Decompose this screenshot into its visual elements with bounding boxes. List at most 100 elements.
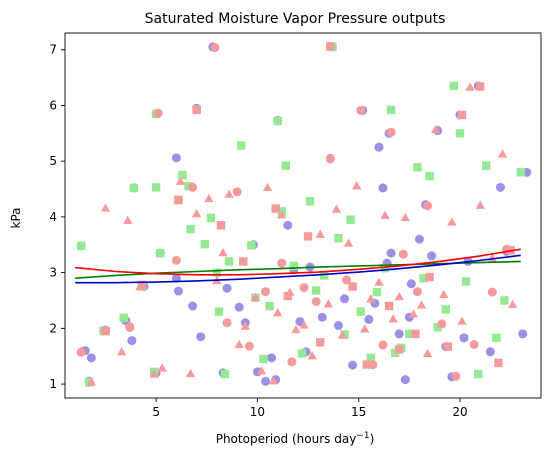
data-point: [234, 339, 244, 349]
axes: 5 10 15 20 1 2 3 4 5 6 7: [49, 43, 467, 419]
data-point: [437, 319, 447, 329]
data-point: [516, 168, 525, 177]
data-point: [117, 347, 127, 356]
y-tick-label: 7: [49, 43, 57, 57]
plot-frame: [64, 32, 542, 399]
data-point: [224, 189, 234, 198]
data-point: [247, 241, 256, 250]
data-point: [342, 275, 352, 285]
data-point: [192, 105, 201, 115]
data-point: [232, 187, 242, 197]
data-point: [518, 329, 528, 339]
data-point: [394, 291, 404, 301]
data-point: [214, 307, 224, 316]
data-point: [423, 201, 433, 211]
data-point: [331, 204, 342, 213]
data-point: [316, 338, 325, 347]
x-axis-label-superscript: −1: [356, 431, 369, 441]
chart-title: Saturated Moisture Vapor Pressure output…: [145, 11, 446, 27]
data-point: [153, 108, 163, 118]
data-point: [412, 287, 422, 297]
data-point: [356, 307, 365, 316]
data-point: [305, 197, 315, 206]
data-point: [220, 369, 230, 379]
y-tick-label: 3: [49, 266, 57, 280]
x-axis-label: Photoperiod (hours day−1): [216, 431, 375, 446]
data-point: [185, 368, 196, 378]
data-point: [441, 305, 450, 314]
data-point: [425, 272, 434, 282]
data-point: [291, 324, 301, 334]
data-point: [366, 353, 376, 363]
data-point: [224, 257, 234, 266]
data-point: [323, 299, 333, 308]
data-point: [129, 183, 139, 193]
data-point: [283, 220, 293, 230]
data-point: [256, 366, 267, 375]
data-point: [364, 314, 374, 324]
data-point: [174, 195, 183, 205]
data-point: [259, 354, 268, 364]
data-point: [360, 324, 370, 333]
data-point: [334, 233, 343, 243]
trend-line-1: [75, 254, 521, 284]
data-point: [362, 360, 372, 369]
data-point: [419, 273, 428, 283]
data-point: [400, 212, 410, 222]
data-point: [273, 116, 282, 126]
data-point: [348, 282, 357, 291]
data-point: [137, 280, 147, 290]
data-point: [283, 291, 293, 301]
data-point: [447, 217, 457, 226]
data-point: [388, 314, 398, 323]
data-point: [156, 248, 165, 258]
data-point: [482, 161, 491, 170]
y-tick-label: 4: [49, 210, 57, 224]
plot-area: [75, 42, 532, 387]
data-point: [476, 82, 485, 91]
data-point: [422, 348, 433, 358]
data-point: [77, 241, 86, 251]
data-point: [125, 322, 135, 332]
data-point: [475, 200, 485, 209]
data-point: [500, 296, 509, 305]
data-point: [374, 277, 384, 286]
data-point: [443, 342, 453, 351]
data-point: [494, 358, 503, 368]
data-point: [430, 124, 441, 134]
y-tick-label: 1: [49, 377, 57, 391]
data-point: [171, 153, 181, 163]
data-point: [265, 301, 274, 311]
data-point: [487, 287, 497, 297]
data-point: [351, 181, 362, 190]
data-point: [234, 302, 244, 312]
data-point: [281, 161, 290, 170]
data-point: [268, 376, 279, 385]
data-point: [384, 301, 394, 311]
data-point: [469, 340, 479, 350]
data-point: [386, 248, 396, 258]
data-point: [485, 347, 495, 357]
data-point: [186, 224, 195, 234]
series-0: [76, 42, 532, 386]
x-tick-label: 15: [351, 405, 366, 419]
data-point: [495, 182, 505, 192]
data-point: [149, 369, 159, 378]
data-point: [277, 210, 287, 219]
data-point: [307, 351, 317, 360]
data-point: [433, 323, 442, 332]
data-point: [261, 376, 271, 386]
trend-line-2: [75, 248, 521, 276]
data-point: [465, 82, 475, 91]
y-tick-label: 2: [49, 321, 57, 335]
data-point: [406, 279, 416, 289]
data-point: [378, 340, 388, 350]
x-axis-label-text: Photoperiod (hours day: [216, 432, 357, 446]
data-point: [457, 316, 467, 325]
data-point: [455, 129, 465, 138]
data-point: [320, 271, 329, 280]
x-axis-label-close: ): [370, 432, 375, 446]
data-point: [188, 301, 198, 311]
data-point: [325, 154, 335, 164]
